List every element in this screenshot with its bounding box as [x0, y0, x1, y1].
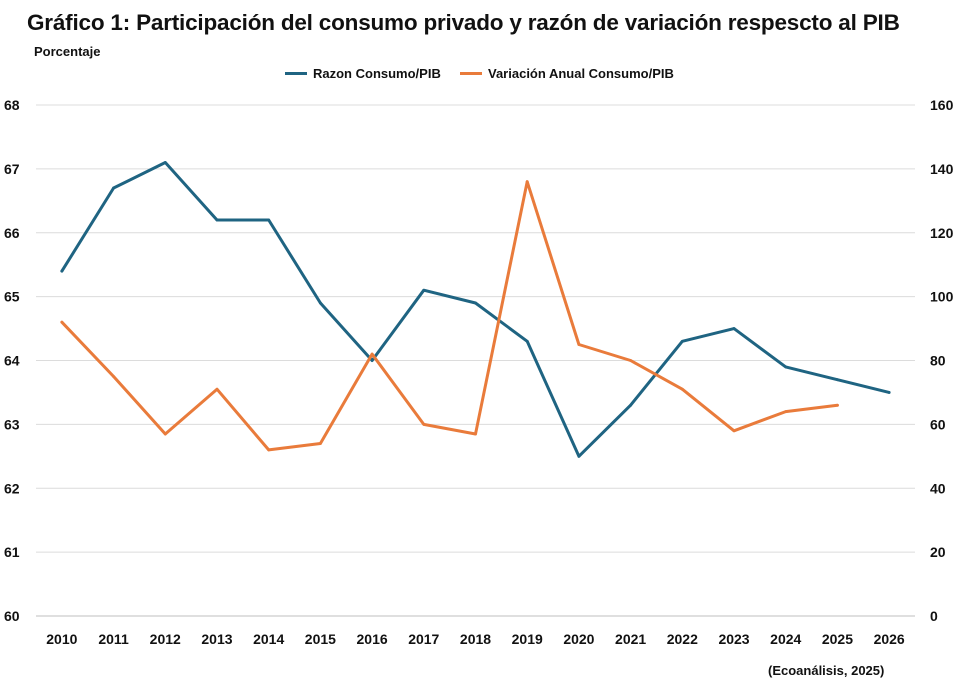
data-point-variacion: [577, 343, 581, 346]
data-point-variacion: [629, 359, 633, 362]
x-tick-label: 2018: [460, 631, 491, 647]
y-right-tick-label: 0: [930, 608, 938, 624]
y-right-tick-label: 60: [930, 416, 946, 432]
y-left-tick-label: 60: [4, 608, 20, 624]
y-left-tick-label: 65: [4, 289, 20, 305]
y-left-tick-label: 63: [4, 416, 20, 432]
y-left-tick-label: 61: [4, 544, 20, 560]
data-point-variacion: [784, 410, 788, 413]
data-point-razon: [577, 454, 581, 458]
data-point-variacion: [318, 442, 322, 445]
data-point-razon: [680, 339, 684, 343]
data-point-razon: [836, 378, 839, 382]
x-tick-label: 2026: [874, 631, 905, 647]
series-line-variacion: [60, 180, 839, 452]
data-point-razon: [163, 161, 167, 164]
legend-label-variacion: Variación Anual Consumo/PIB: [488, 66, 674, 81]
x-tick-label: 2013: [201, 631, 232, 647]
data-point-razon: [318, 301, 322, 305]
data-point-variacion: [732, 429, 736, 433]
legend-swatch-razon: [285, 72, 307, 75]
data-point-razon: [887, 391, 891, 394]
y-right-tick-label: 120: [930, 225, 954, 241]
y-axis-left: 60 61 62 63 64 65 66 67 68: [4, 97, 20, 624]
data-point-razon: [370, 359, 374, 362]
y-right-tick-label: 20: [930, 544, 946, 560]
data-point-variacion: [422, 422, 426, 426]
y-left-tick-label: 66: [4, 225, 20, 241]
data-point-variacion: [680, 387, 684, 391]
data-point-razon: [112, 186, 115, 190]
data-point-razon: [60, 269, 64, 273]
chart-title: Gráfico 1: Participación del consumo pri…: [27, 10, 900, 35]
x-tick-label: 2021: [615, 631, 646, 647]
source-note: (Ecoanálisis, 2025): [768, 663, 885, 678]
x-tick-label: 2017: [408, 631, 439, 647]
data-point-razon: [474, 301, 477, 305]
y-right-tick-label: 140: [930, 161, 954, 177]
x-tick-label: 2012: [150, 631, 181, 647]
legend-label-razon: Razon Consumo/PIB: [313, 66, 441, 81]
legend-item-razon: Razon Consumo/PIB: [285, 66, 441, 81]
data-point-variacion: [215, 387, 219, 391]
legend-swatch-variacion: [460, 72, 482, 75]
gridlines: [36, 104, 915, 617]
data-point-variacion: [370, 352, 374, 356]
x-tick-label: 2016: [357, 631, 388, 647]
series-line-razon: [60, 161, 891, 458]
y-axis-right: 0 20 40 60 80 100 120 140 160: [930, 97, 954, 624]
legend-item-variacion: Variación Anual Consumo/PIB: [460, 66, 674, 81]
data-point-variacion: [60, 320, 64, 324]
data-point-razon: [525, 339, 529, 343]
y-left-tick-label: 68: [4, 97, 20, 113]
data-point-variacion: [112, 375, 115, 378]
data-point-variacion: [163, 432, 167, 436]
x-tick-label: 2025: [822, 631, 853, 647]
y-right-tick-label: 100: [930, 289, 954, 305]
data-point-variacion: [267, 448, 271, 452]
x-tick-label: 2011: [98, 631, 129, 647]
x-tick-label: 2024: [770, 631, 801, 647]
y-right-tick-label: 160: [930, 97, 954, 113]
x-axis: 2010 2011 2012 2013 2014 2015 2016 2017 2018 2019…: [46, 631, 905, 647]
series-layer: [60, 161, 891, 458]
x-tick-label: 2010: [46, 631, 77, 647]
x-tick-label: 2014: [253, 631, 284, 647]
x-tick-label: 2015: [305, 631, 336, 647]
data-point-variacion: [836, 403, 839, 407]
data-point-razon: [215, 218, 219, 222]
legend: Razon Consumo/PIB Variación Anual Consum…: [0, 66, 960, 86]
x-tick-label: 2020: [563, 631, 594, 647]
data-point-razon: [732, 327, 736, 330]
x-tick-label: 2022: [667, 631, 698, 647]
y-right-tick-label: 40: [930, 480, 946, 496]
data-point-variacion: [525, 180, 529, 184]
y-right-tick-label: 80: [930, 353, 946, 369]
y-left-tick-label: 67: [4, 161, 20, 177]
y-left-tick-label: 62: [4, 480, 20, 496]
data-point-variacion: [474, 432, 477, 436]
data-point-razon: [422, 288, 426, 292]
data-point-razon: [629, 403, 633, 407]
data-point-razon: [267, 218, 271, 222]
y-axis-unit-label: Porcentaje: [34, 44, 101, 59]
x-tick-label: 2019: [512, 631, 543, 647]
x-tick-label: 2023: [718, 631, 749, 647]
data-point-razon: [784, 365, 788, 369]
y-left-tick-label: 64: [4, 353, 20, 369]
